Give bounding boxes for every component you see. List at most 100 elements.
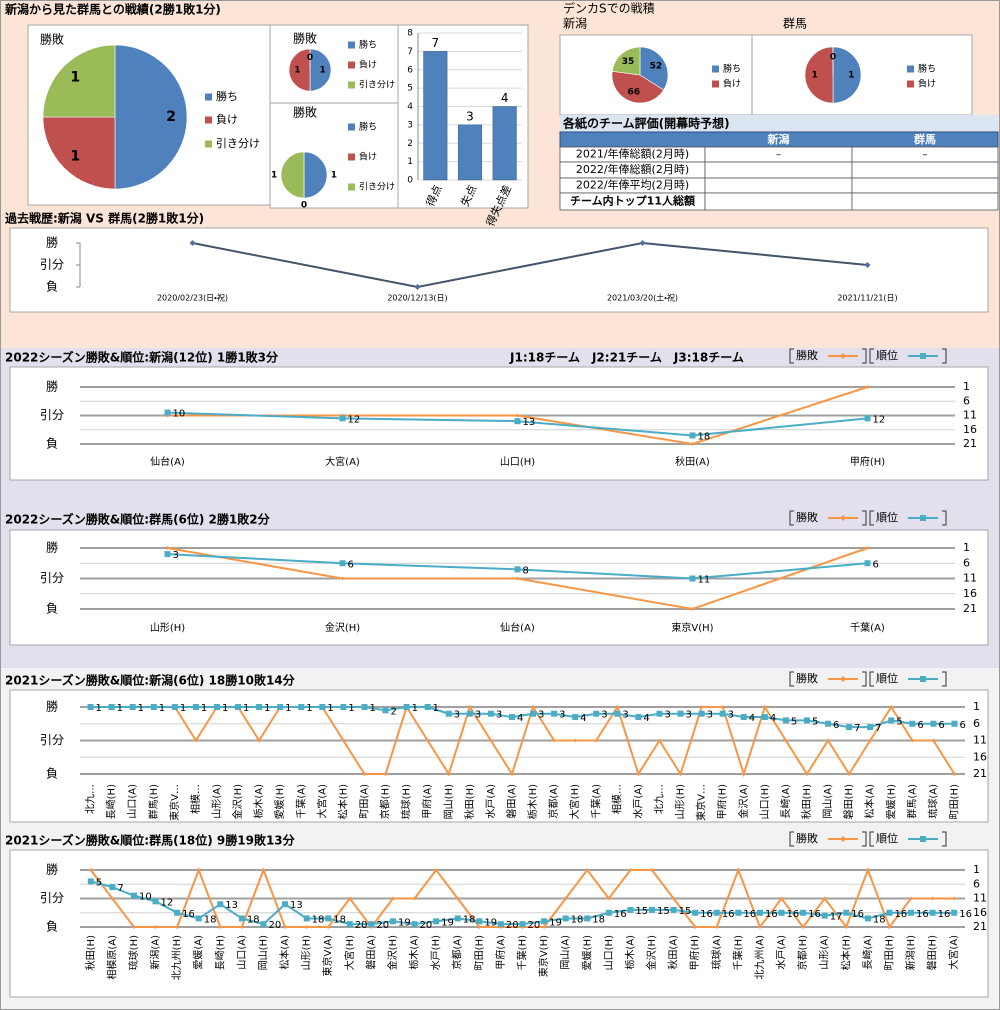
marker: [339, 560, 346, 567]
marker: [930, 720, 937, 727]
x-tick-label: 愛媛(H): [580, 935, 593, 970]
marker: [779, 896, 784, 901]
x-tick-label: 京都(H): [380, 784, 392, 819]
legend-swatch: [907, 80, 914, 88]
table-cell: [851, 161, 999, 179]
legend-bracket: [869, 831, 874, 847]
marker: [193, 738, 198, 743]
data-label: 3: [466, 109, 474, 123]
marker: [87, 878, 94, 885]
marker: [195, 915, 202, 922]
data-label: 18: [463, 914, 476, 925]
legend-swatch: [348, 41, 355, 49]
data-label: 20: [506, 920, 519, 931]
marker: [951, 720, 958, 727]
x-tick-label: 山口(H): [603, 935, 615, 970]
data-label: 2: [391, 706, 397, 717]
x-tick-label: 東京V…: [168, 784, 181, 821]
marker: [531, 705, 536, 709]
line-frame: [9, 227, 989, 313]
table-cell: [704, 192, 853, 211]
annotation: J1:18チーム J2:21チーム J3:18チーム: [509, 351, 744, 365]
table-cell-text: –: [776, 150, 781, 161]
marker: [165, 546, 170, 550]
pie-title: 勝敗: [293, 31, 317, 46]
x-tick-label: 山口(A): [127, 784, 139, 819]
marker: [840, 515, 846, 521]
legend-label: 負け: [359, 151, 377, 163]
data-label: 12: [348, 414, 361, 425]
y2-tick-label: 1: [973, 863, 980, 876]
data-label: 3: [496, 710, 502, 721]
data-label: 3: [454, 710, 460, 721]
data-label: 19: [398, 917, 411, 928]
table-cell-text: チーム内トップ11人総額: [570, 194, 696, 208]
x-tick-label: 山形(A): [819, 935, 831, 970]
x-tick-label: 相模…: [610, 784, 623, 814]
x-tick-label: 大宮(H): [343, 935, 356, 970]
marker: [339, 415, 346, 422]
pie-slice: [280, 151, 305, 199]
data-label: 4: [643, 713, 649, 724]
marker: [714, 925, 719, 929]
x-tick-label: 秋田(H): [463, 784, 476, 819]
x-tick-label: 山形(A): [211, 784, 223, 819]
y-tick-label: 勝: [46, 235, 58, 250]
marker: [864, 915, 871, 922]
data-label: 4: [580, 713, 586, 724]
data-label: 1: [348, 703, 354, 714]
marker: [108, 704, 115, 710]
x-tick-label: 山口(A): [236, 935, 248, 970]
data-label: 1: [285, 703, 291, 714]
data-label: 7: [875, 723, 881, 734]
marker: [508, 714, 515, 721]
data-label: 0: [307, 53, 313, 63]
legend-bracket: [862, 831, 867, 847]
pie-slice: [611, 70, 665, 104]
data-label: 1: [138, 703, 144, 714]
data-label: 18: [247, 914, 260, 925]
marker: [689, 432, 696, 439]
x-tick-label: 京都(H): [797, 935, 809, 970]
x-tick-label: 北九…: [85, 784, 97, 814]
marker: [303, 915, 310, 922]
data-label: 6: [348, 559, 354, 570]
data-label: 18: [312, 914, 325, 925]
marker: [635, 714, 642, 721]
marker: [277, 704, 284, 710]
x-tick-label: 京都(A): [548, 784, 560, 819]
y-tick-label: 引分: [40, 408, 64, 422]
marker: [920, 676, 926, 682]
data-label: 19: [441, 917, 454, 928]
data-label: 1: [264, 703, 270, 714]
x-tick-label: 松本(H): [839, 935, 852, 970]
legend-label: 勝敗: [796, 831, 818, 845]
data-label: 3: [686, 710, 692, 721]
data-label: 16: [787, 909, 800, 920]
marker: [433, 918, 440, 925]
marker: [238, 915, 245, 922]
x-tick-label: 金沢(A): [737, 784, 750, 819]
x-tick-label: 京都(A): [452, 935, 464, 970]
x-tick-label: 長崎(A): [779, 784, 792, 819]
marker: [213, 704, 220, 710]
marker: [341, 738, 346, 743]
marker: [594, 738, 599, 743]
marker: [889, 705, 894, 709]
y2-tick-label: 21: [963, 437, 977, 450]
marker: [782, 717, 789, 724]
marker: [164, 409, 171, 416]
legend-swatch: [348, 61, 355, 69]
data-label: 20: [376, 920, 389, 931]
marker: [218, 925, 223, 929]
data-label: 18: [873, 914, 886, 925]
data-label: 17: [830, 912, 843, 923]
x-tick-label: 東京V…: [695, 784, 708, 821]
marker: [257, 738, 262, 743]
marker: [256, 704, 263, 710]
marker: [886, 909, 893, 916]
data-label: 7: [854, 723, 860, 734]
y2-tick-label: 16: [973, 906, 987, 919]
y-tick-label: 負: [46, 920, 58, 934]
marker: [929, 909, 936, 916]
